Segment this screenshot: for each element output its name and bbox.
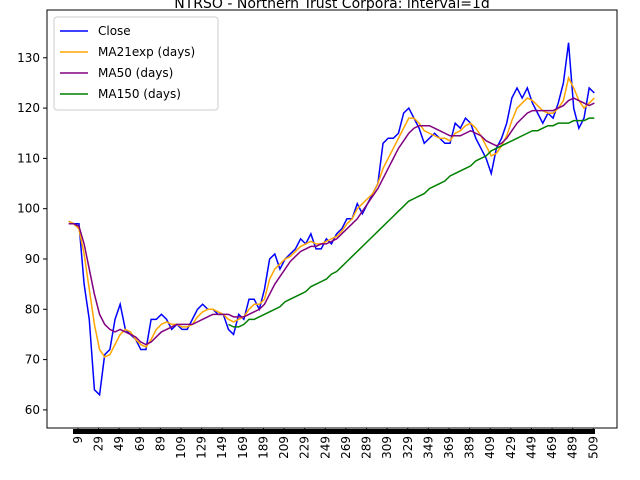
series-line (68, 42, 595, 397)
y-tick-label: 60 (25, 403, 40, 417)
x-tick-label: 489 (566, 436, 580, 459)
legend-label: MA21exp (days) (98, 45, 195, 59)
x-tick-label: 69 (133, 436, 147, 451)
x-tick-label: 429 (504, 436, 518, 459)
series-line (68, 75, 595, 359)
plot-area (68, 42, 595, 397)
x-tick-label: 309 (380, 436, 394, 459)
x-tick-label: 49 (112, 436, 126, 451)
x-tick-label: 409 (483, 436, 497, 459)
x-tick-label: 169 (236, 436, 250, 459)
x-tick-label: 89 (153, 436, 167, 451)
x-tick-label: 329 (401, 436, 415, 459)
x-tick-label: 149 (215, 436, 229, 459)
x-tick-label: 369 (442, 436, 456, 459)
y-tick-label: 70 (25, 353, 40, 367)
x-tick-label: 469 (545, 436, 559, 459)
legend-label: MA50 (days) (98, 66, 173, 80)
x-tick-label: 269 (339, 436, 353, 459)
legend-label: MA150 (days) (98, 87, 181, 101)
x-tick-label: 9 (71, 436, 85, 444)
x-tick-label: 129 (195, 436, 209, 459)
x-tick-label: 109 (174, 436, 188, 459)
x-tick-label: 509 (586, 436, 600, 459)
x-tick-label: 349 (421, 436, 435, 459)
y-tick-label: 100 (17, 202, 40, 216)
series-line (228, 117, 595, 328)
x-tick-label: 229 (298, 436, 312, 459)
y-tick-label: 130 (17, 51, 40, 65)
y-tick-label: 80 (25, 302, 40, 316)
minor-tick-band (73, 429, 595, 434)
y-tick-label: 120 (17, 101, 40, 115)
x-tick-label: 29 (92, 436, 106, 451)
x-tick-label: 449 (524, 436, 538, 459)
y-tick-label: 110 (17, 151, 40, 165)
series-line (68, 97, 595, 346)
x-tick-label: 189 (256, 436, 270, 459)
x-tick-label: 389 (463, 436, 477, 459)
y-tick-label: 90 (25, 252, 40, 266)
x-tick-label: 249 (318, 436, 332, 459)
legend-label: Close (98, 24, 131, 38)
x-tick-label: 289 (360, 436, 374, 459)
legend-box (53, 16, 219, 111)
x-tick-label: 209 (277, 436, 291, 459)
chart-title: NTRSO - Northern Trust Corpora: interval… (174, 0, 490, 12)
plot-frame (46, 9, 618, 429)
